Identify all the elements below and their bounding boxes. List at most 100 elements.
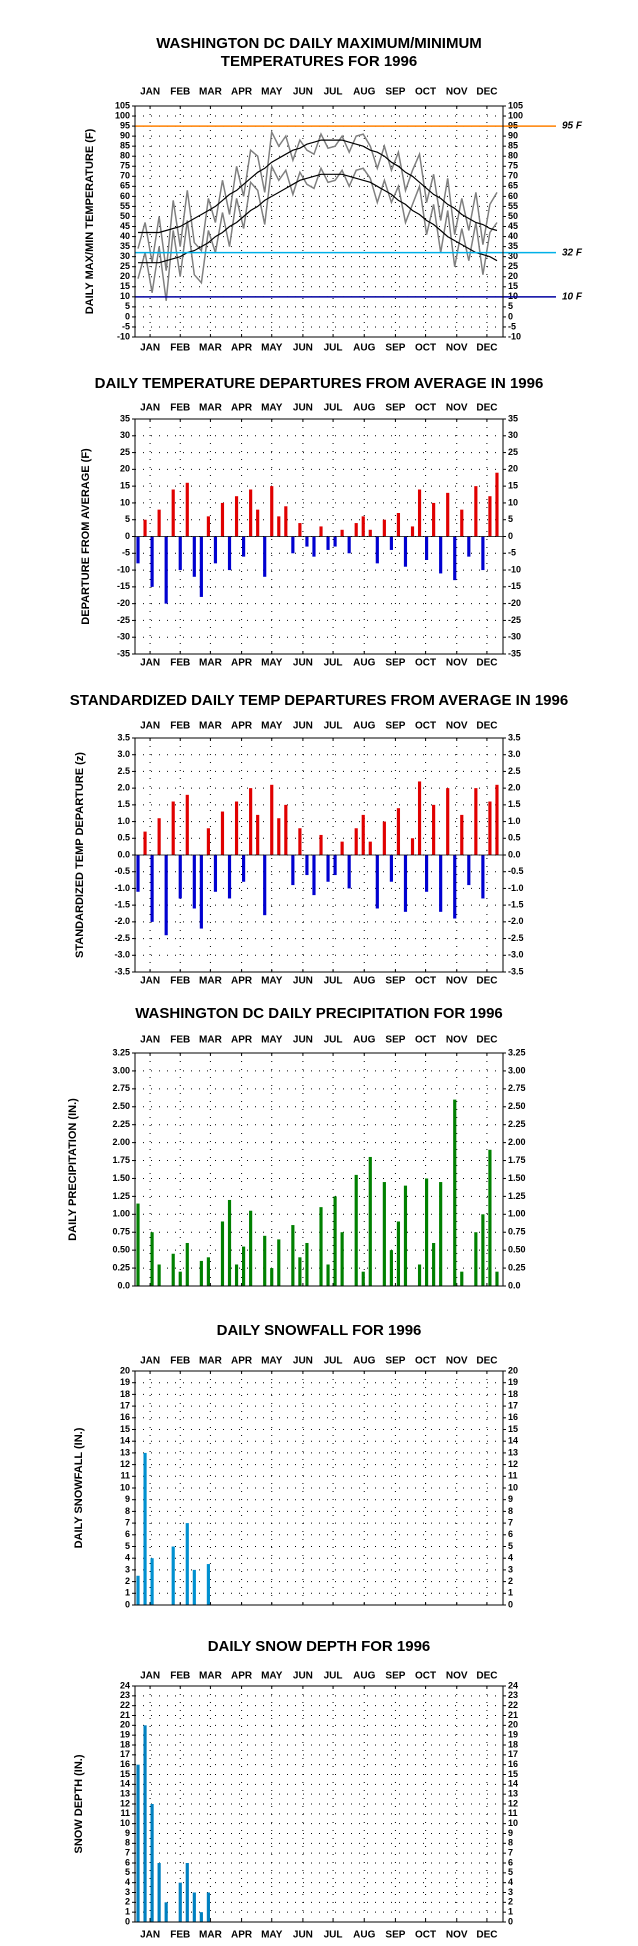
bar (227, 855, 232, 899)
y-tick-label: 16 (508, 1759, 518, 1769)
bar (340, 1232, 344, 1286)
y-tick-label: 65 (120, 181, 130, 191)
bar (368, 841, 372, 855)
bar (234, 496, 239, 537)
bar (474, 486, 478, 537)
x-tick-label: MAR (199, 403, 223, 414)
bar (333, 1196, 337, 1286)
bar (157, 1863, 161, 1922)
y-tick-label: -3.5 (114, 966, 130, 976)
y-tick-label: 20 (508, 464, 518, 474)
y-tick-label: -15 (508, 581, 521, 591)
bar (439, 1182, 443, 1286)
y-tick-label: 1.5 (508, 799, 521, 809)
bar (417, 781, 422, 855)
y-tick-label: 18 (120, 1739, 130, 1749)
y-tick-label: 95 (120, 120, 130, 130)
y-tick-label: 15 (120, 1769, 130, 1779)
bar (185, 1242, 189, 1286)
x-tick-label: SEP (385, 1671, 405, 1682)
y-tick-label: 15 (120, 481, 130, 491)
bar (305, 855, 309, 876)
bar (277, 818, 281, 855)
y-tick-label: 4 (125, 1877, 130, 1887)
bar (481, 536, 485, 571)
y-tick-label: 16 (120, 1412, 130, 1422)
y-tick-label: 5 (125, 1541, 130, 1551)
y-tick-label: 7 (125, 1848, 130, 1858)
y-tick-label: 17 (120, 1400, 130, 1410)
y-tick-label: 1.00 (508, 1209, 526, 1219)
x-tick-label: JAN (140, 721, 160, 732)
plot-frame (134, 418, 504, 655)
x-tick-label: AUG (353, 1356, 375, 1367)
x-tick-label: APR (231, 1671, 253, 1682)
y-tick-label: 0.0 (117, 1280, 130, 1290)
bar (368, 1156, 372, 1286)
y-tick-label: 3.25 (508, 1047, 526, 1057)
bar (354, 1174, 358, 1286)
bar (171, 1253, 175, 1286)
bar (284, 506, 288, 537)
bar (361, 516, 365, 537)
reference-label: 95 F (562, 121, 583, 132)
y-tick-label: 50 (120, 211, 130, 221)
y-tick-label: 12 (508, 1798, 518, 1808)
y-tick-label: 10 (508, 1482, 518, 1492)
y-tick-label: 1 (508, 1907, 513, 1917)
bar (263, 855, 267, 916)
y-tick-label: 25 (508, 447, 518, 457)
y-tick-label: 30 (120, 251, 130, 261)
x-tick-label: JAN (140, 658, 160, 669)
y-tick-label: 2.75 (508, 1083, 526, 1093)
y-tick-label: -25 (117, 615, 130, 625)
y-tick-label: 75 (508, 161, 518, 171)
x-tick-label: OCT (415, 658, 436, 669)
x-tick-label: MAY (261, 976, 283, 987)
y-tick-label: -5 (122, 321, 130, 331)
y-tick-label: -35 (508, 648, 521, 658)
bar (249, 788, 253, 855)
series-line (137, 129, 498, 271)
bar (368, 529, 372, 537)
y-tick-label: 0.75 (508, 1227, 526, 1237)
y-tick-label: 18 (508, 1389, 518, 1399)
bar (164, 1902, 168, 1922)
y-tick-label: 9 (125, 1828, 130, 1838)
x-tick-label: MAY (261, 1356, 283, 1367)
bar (143, 519, 147, 537)
bar (199, 1260, 203, 1286)
y-tick-label: 40 (508, 231, 518, 241)
x-tick-label: MAY (261, 1035, 283, 1046)
y-tick-label: -10 (508, 564, 521, 574)
x-tick-label: MAR (199, 87, 223, 98)
bar (249, 1210, 253, 1286)
bar (396, 1221, 401, 1286)
x-tick-label: MAR (199, 1356, 223, 1367)
bar (199, 855, 203, 929)
y-tick-label: 13 (120, 1447, 130, 1457)
x-tick-label: MAY (261, 658, 283, 669)
x-tick-label: MAY (261, 1671, 283, 1682)
y-tick-label: 10 (120, 291, 130, 301)
x-tick-label: JUN (293, 87, 313, 98)
bar (143, 1452, 147, 1605)
x-tick-label: FEB (170, 87, 190, 98)
x-tick-label: JAN (140, 1671, 160, 1682)
x-tick-label: SEP (385, 721, 405, 732)
bar (178, 855, 182, 899)
bar (227, 536, 232, 571)
y-tick-label: 7 (508, 1848, 513, 1858)
y-tick-label: 1.50 (508, 1173, 526, 1183)
x-tick-label: JUL (324, 1356, 343, 1367)
x-tick-label: FEB (170, 976, 190, 987)
bar (460, 509, 464, 537)
y-tick-label: 30 (508, 251, 518, 261)
y-tick-label: 0.5 (508, 833, 521, 843)
bar (157, 818, 161, 855)
bar (467, 536, 471, 557)
x-tick-label: MAY (261, 343, 283, 354)
x-tick-label: FEB (170, 1035, 190, 1046)
bar (291, 536, 295, 554)
y-tick-label: 15 (508, 481, 518, 491)
